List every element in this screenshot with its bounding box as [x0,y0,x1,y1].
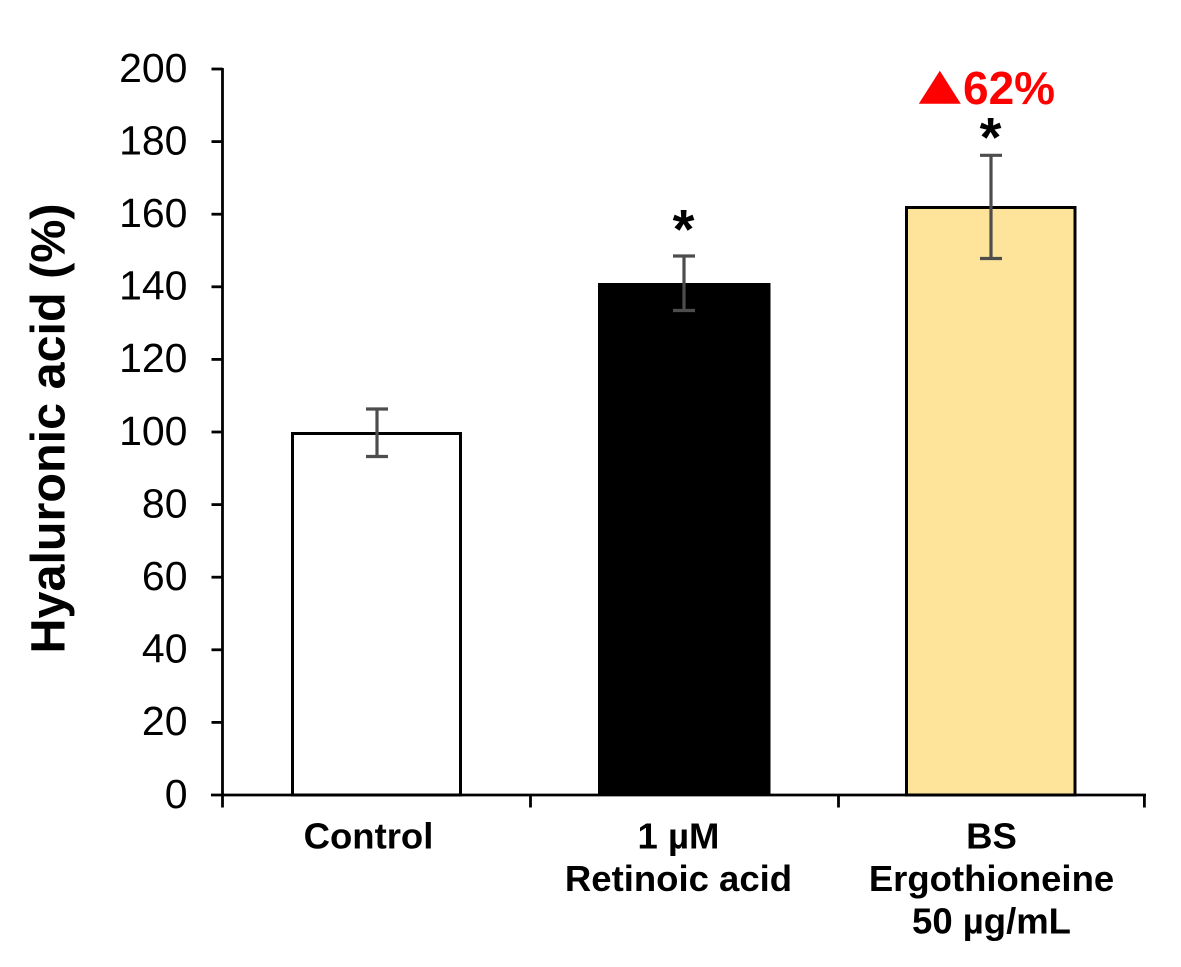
svg-text:Ergothioneine: Ergothioneine [869,858,1114,899]
svg-text:BS: BS [966,816,1017,857]
svg-text:60: 60 [142,553,188,599]
svg-text:80: 80 [142,480,188,526]
svg-text:100: 100 [119,408,187,454]
svg-text:Control: Control [304,816,434,857]
svg-text:160: 160 [119,190,187,236]
svg-text:120: 120 [119,335,187,381]
svg-text:*: * [980,106,1002,169]
svg-text:1 µM: 1 µM [638,816,720,857]
svg-text:Hyaluronic acid (%): Hyaluronic acid (%) [22,203,76,653]
svg-text:50 µg/mL: 50 µg/mL [912,901,1071,942]
svg-text:0: 0 [165,771,188,817]
svg-text:140: 140 [119,263,187,309]
svg-text:62%: 62% [963,62,1055,114]
svg-text:20: 20 [142,698,188,744]
svg-text:*: * [673,198,695,261]
svg-text:200: 200 [119,45,187,91]
svg-text:180: 180 [119,117,187,163]
svg-text:Retinoic acid: Retinoic acid [565,858,792,899]
svg-text:40: 40 [142,626,188,672]
